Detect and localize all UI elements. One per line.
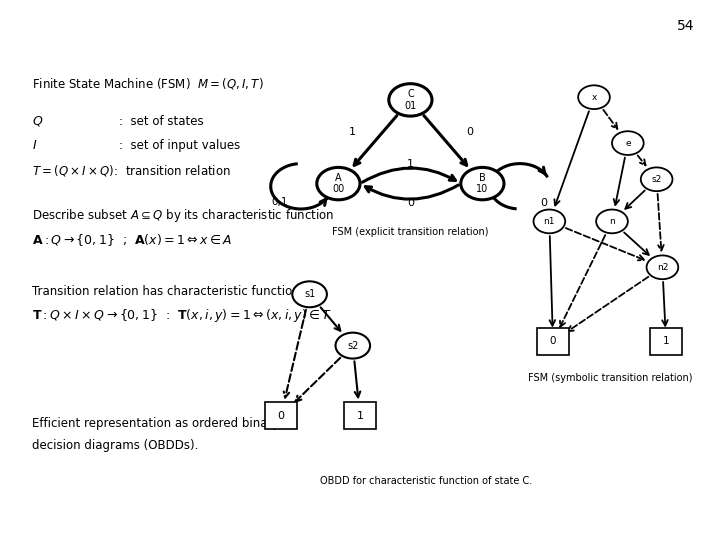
Text: C
01: C 01 <box>404 89 417 111</box>
Text: 0: 0 <box>277 411 284 421</box>
Text: 1: 1 <box>349 127 356 137</box>
Text: n2: n2 <box>657 263 668 272</box>
Text: 54: 54 <box>678 19 695 33</box>
Text: FSM (explicit transition relation): FSM (explicit transition relation) <box>332 227 489 237</box>
FancyBboxPatch shape <box>537 328 569 355</box>
Text: Finite State Machine (FSM)  $M = (Q, I, T)$: Finite State Machine (FSM) $M = (Q, I, T… <box>32 76 264 91</box>
Circle shape <box>612 131 644 155</box>
Text: $I$: $I$ <box>32 139 37 152</box>
Text: decision diagrams (OBDDs).: decision diagrams (OBDDs). <box>32 439 199 452</box>
Text: FSM (symbolic transition relation): FSM (symbolic transition relation) <box>528 373 693 383</box>
Circle shape <box>596 210 628 233</box>
Text: Transition relation has characteristic function: Transition relation has characteristic f… <box>32 285 300 298</box>
Text: :  set of input values: : set of input values <box>119 139 240 152</box>
Text: Efficient representation as ordered binary: Efficient representation as ordered bina… <box>32 417 280 430</box>
Text: Describe subset $A \subseteq Q$ by its characteristic function: Describe subset $A \subseteq Q$ by its c… <box>32 207 335 225</box>
Circle shape <box>292 281 327 307</box>
Text: $\mathbf{T}: Q \times I \times Q \rightarrow \{0,1\}$  :  $\mathbf{T}(x,i,y) = 1: $\mathbf{T}: Q \times I \times Q \righta… <box>32 307 333 325</box>
Text: s2: s2 <box>652 175 662 184</box>
Circle shape <box>647 255 678 279</box>
Text: $\mathbf{A}: Q \rightarrow \{0,1\}$  ;  $\mathbf{A}(x) = 1 \Leftrightarrow x \in: $\mathbf{A}: Q \rightarrow \{0,1\}$ ; $\… <box>32 232 233 248</box>
Text: e: e <box>625 139 631 147</box>
Text: s2: s2 <box>347 341 359 350</box>
Text: 0: 0 <box>540 198 547 208</box>
Circle shape <box>641 167 672 191</box>
Text: 0: 0 <box>549 336 557 346</box>
Text: :  set of states: : set of states <box>119 115 204 128</box>
FancyBboxPatch shape <box>344 402 376 429</box>
Text: 1: 1 <box>356 411 364 421</box>
Text: s1: s1 <box>304 289 315 299</box>
Text: $Q$: $Q$ <box>32 114 44 129</box>
Text: 0: 0 <box>407 198 414 207</box>
Text: 0,1: 0,1 <box>271 198 287 207</box>
Circle shape <box>534 210 565 233</box>
Circle shape <box>336 333 370 359</box>
Text: $T = (Q \times I \times Q)$:  transition relation: $T = (Q \times I \times Q)$: transition … <box>32 163 231 178</box>
Circle shape <box>389 84 432 116</box>
Text: n1: n1 <box>544 217 555 226</box>
FancyBboxPatch shape <box>650 328 682 355</box>
Text: OBDD for characteristic function of state C.: OBDD for characteristic function of stat… <box>320 476 533 487</box>
Text: A
00: A 00 <box>332 173 345 194</box>
Text: n: n <box>609 217 615 226</box>
Circle shape <box>578 85 610 109</box>
Text: x: x <box>591 93 597 102</box>
Text: 1: 1 <box>407 159 414 169</box>
FancyBboxPatch shape <box>265 402 297 429</box>
Text: 1: 1 <box>662 336 670 346</box>
Text: 0: 0 <box>466 127 473 137</box>
Circle shape <box>317 167 360 200</box>
Text: B
10: B 10 <box>476 173 489 194</box>
Circle shape <box>461 167 504 200</box>
